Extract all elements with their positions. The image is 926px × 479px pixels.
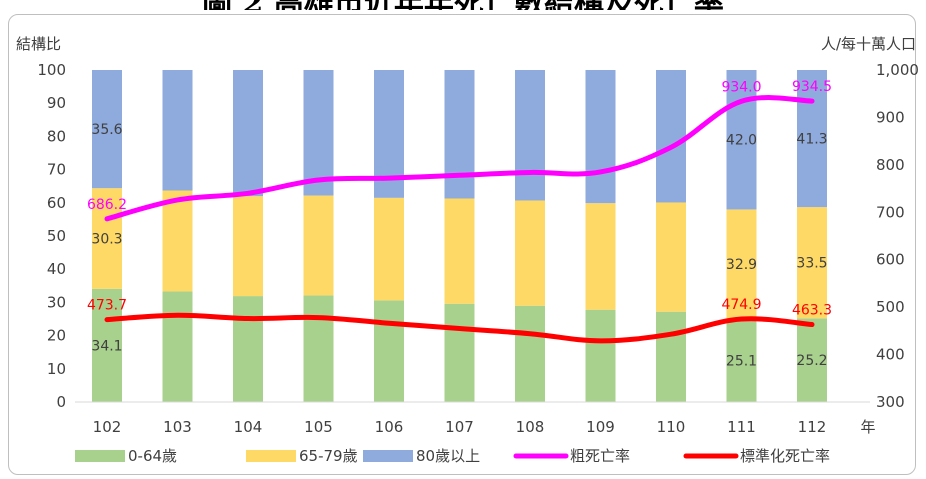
- bar-1-110: [656, 202, 686, 312]
- line-data-label: 686.2: [87, 197, 127, 213]
- x-tick-label-112: 112: [798, 418, 827, 436]
- x-tick-label-103: 103: [163, 418, 192, 436]
- bar-1-106: [374, 197, 404, 301]
- x-tick-label-105: 105: [304, 418, 333, 436]
- y-left-tick-label: 100: [37, 61, 66, 79]
- bar-0-105: [303, 295, 334, 402]
- bar-2-111: [726, 70, 757, 210]
- bar-2-109: [585, 70, 616, 204]
- y-right-tick-label: 700: [876, 203, 905, 221]
- bar-0-106: [374, 300, 404, 402]
- bar-2-102: [92, 70, 122, 189]
- bar-0-111: [726, 318, 757, 402]
- axes-group: 0 10 20 30 40 50 60 70 80 90 100 300 400 500 600 700 800…: [37, 61, 919, 436]
- legend-label-2: 80歲以上: [416, 447, 480, 465]
- bar-2-110: [656, 70, 686, 203]
- bar-1-104: [233, 196, 263, 297]
- y-right-tick-label: 500: [876, 298, 905, 316]
- bar-1-103: [162, 190, 193, 292]
- line-series-1: [104, 312, 815, 344]
- line-data-label: 463.3: [792, 303, 832, 319]
- bar-0-107: [444, 303, 475, 402]
- bar-2-103: [162, 70, 193, 191]
- bars-group: [92, 70, 827, 402]
- y-left-tick-label: 50: [47, 227, 66, 245]
- y-left-tick-label: 40: [47, 260, 66, 278]
- y-left-tick-label: 10: [47, 360, 66, 378]
- bar-0-103: [162, 291, 193, 402]
- bar-data-label: 41.3: [796, 132, 827, 148]
- x-tick-label-106: 106: [375, 418, 404, 436]
- bar-0-112: [797, 318, 827, 402]
- legend-label-1: 65-79歲: [299, 447, 358, 465]
- line-data-label: 934.5: [792, 79, 832, 95]
- x-tick-label-104: 104: [234, 418, 263, 436]
- bar-1-109: [585, 203, 616, 310]
- bar-data-label: 35.6: [91, 122, 122, 138]
- line-data-label: 934.0: [721, 79, 761, 95]
- bar-1-108: [515, 200, 545, 306]
- bar-data-label: 42.0: [726, 133, 757, 149]
- y-left-tick-label: 60: [47, 194, 66, 212]
- x-tick-label-102: 102: [93, 418, 122, 436]
- bar-2-105: [303, 70, 334, 196]
- y-right-tick-label: 900: [876, 108, 905, 126]
- y-axis-right-title: 人/每十萬人口: [821, 35, 916, 53]
- x-axis-title: 年: [860, 418, 875, 436]
- bar-0-109: [585, 309, 616, 402]
- y-left-tick-label: 20: [47, 327, 66, 345]
- bar-1-105: [303, 195, 334, 296]
- x-tick-label-108: 108: [516, 418, 545, 436]
- legend-label-0: 0-64歲: [128, 447, 177, 465]
- y-left-tick-label: 80: [47, 127, 66, 145]
- x-tick-label-111: 111: [727, 418, 756, 436]
- bar-1-112: [797, 207, 827, 319]
- bar-data-label: 30.3: [91, 231, 122, 247]
- line-series-0: [104, 95, 815, 222]
- y-right-tick-label: 600: [876, 251, 905, 269]
- bar-1-107: [444, 198, 475, 304]
- bar-data-label: 25.1: [726, 353, 757, 369]
- chart-frame: [8, 14, 916, 475]
- data-labels-group: 34.1 30.3 35.6 25.1 32.9 42.0 25.2 33.5 41.3 686.…: [87, 79, 832, 369]
- y-right-tick-label: 400: [876, 346, 905, 364]
- legend-label-4: 標準化死亡率: [740, 447, 830, 465]
- x-tick-label-110: 110: [657, 418, 686, 436]
- legend-swatch-0: [75, 450, 125, 462]
- bar-data-label: 34.1: [91, 338, 122, 354]
- y-left-tick-label: 70: [47, 161, 66, 179]
- bar-2-107: [444, 70, 475, 199]
- lines-group: [104, 95, 815, 344]
- y-left-tick-label: 30: [47, 293, 66, 311]
- line-data-label: 474.9: [721, 297, 761, 313]
- line-data-label: 473.7: [87, 298, 127, 314]
- x-tick-label-109: 109: [586, 418, 615, 436]
- bar-data-label: 33.5: [796, 256, 827, 272]
- x-tick-label-107: 107: [445, 418, 474, 436]
- y-axis-left-title: 結構比: [16, 35, 61, 53]
- bar-0-108: [515, 305, 545, 402]
- bar-2-108: [515, 70, 545, 201]
- bar-0-102: [92, 288, 122, 402]
- legend-swatch-2: [363, 450, 413, 462]
- y-left-tick-label: 90: [47, 94, 66, 112]
- y-right-tick-label: 800: [876, 156, 905, 174]
- bar-0-104: [233, 296, 263, 402]
- legend: 0-64歲 65-79歲 80歲以上 粗死亡率 標準化死亡率: [75, 447, 830, 465]
- legend-label-3: 粗死亡率: [570, 447, 630, 465]
- legend-swatch-1: [246, 450, 296, 462]
- chart-title-clip: 圖 2 高雄市近年年死亡數結構及死亡率: [0, 0, 926, 10]
- bar-2-112: [797, 70, 827, 208]
- bar-0-110: [656, 311, 686, 402]
- y-right-tick-label: 300: [876, 393, 905, 411]
- bar-2-104: [233, 70, 263, 197]
- bar-data-label: 32.9: [726, 257, 757, 273]
- y-right-tick-label: 1,000: [876, 61, 919, 79]
- bar-1-111: [726, 209, 757, 319]
- y-left-tick-label: 0: [56, 393, 66, 411]
- bar-data-label: 25.2: [796, 353, 827, 369]
- bar-1-102: [92, 188, 122, 289]
- chart-title: 圖 2 高雄市近年年死亡數結構及死亡率: [0, 0, 926, 10]
